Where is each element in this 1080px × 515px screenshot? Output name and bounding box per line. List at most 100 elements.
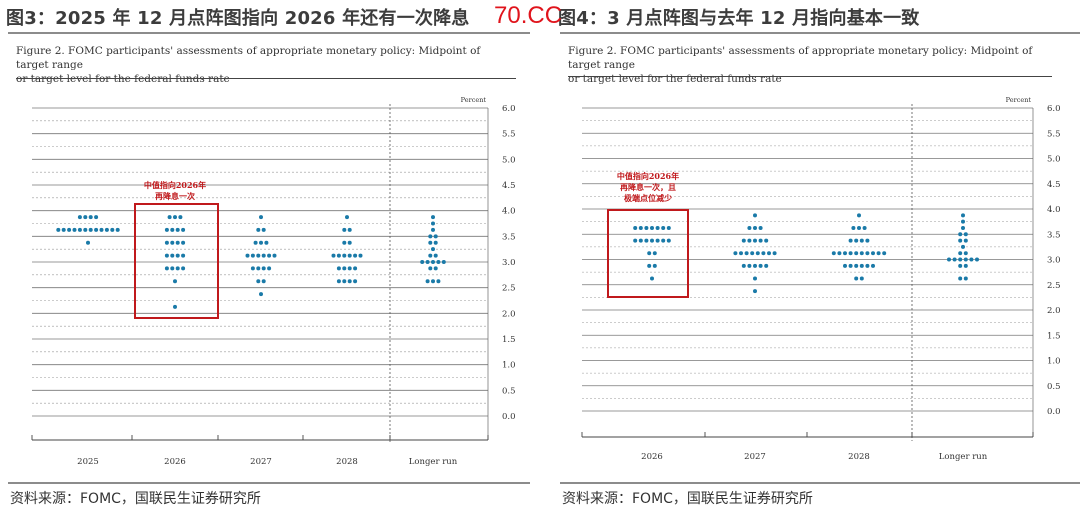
fomc-dot — [638, 238, 643, 243]
fomc-dot — [272, 253, 277, 258]
fomc-dot — [264, 240, 269, 245]
fomc-dot — [963, 238, 968, 243]
fomc-dot — [650, 238, 654, 243]
fomc-dot — [882, 251, 887, 256]
fomc-dot — [647, 251, 652, 256]
y-tick-label: 4.0 — [1047, 205, 1061, 215]
y-tick-label: 0.0 — [1047, 407, 1061, 417]
annotation-text: 中值指向2026年 — [617, 171, 679, 181]
x-category-label: 2028 — [336, 457, 358, 467]
panel-title: 图3：2025 年 12 月点阵图指向 2026 年还有一次降息 — [6, 8, 470, 29]
fomc-dot — [857, 225, 861, 230]
fomc-dot — [753, 263, 757, 268]
fomc-dot — [77, 227, 82, 232]
footer-rule — [8, 482, 530, 484]
fomc-dot — [347, 253, 352, 258]
fomc-dot — [181, 240, 186, 245]
y-tick-label: 6.0 — [1047, 104, 1061, 114]
fomc-dot — [862, 225, 867, 230]
fomc-dot — [267, 253, 272, 258]
fomc-dot — [170, 253, 175, 258]
fomc-dot — [88, 227, 93, 232]
fomc-dot — [181, 227, 186, 232]
fomc-dot — [961, 213, 965, 218]
fomc-dot — [871, 251, 875, 256]
fomc-dot — [431, 260, 435, 264]
fomc-dot — [342, 240, 347, 245]
fomc-dot — [164, 253, 169, 258]
y-tick-label: 2.5 — [1047, 281, 1061, 291]
y-tick-label: 0.5 — [1047, 382, 1061, 392]
fomc-dot — [963, 251, 968, 256]
fomc-dot — [947, 257, 951, 262]
fomc-dot — [347, 240, 352, 245]
fomc-dot — [655, 225, 660, 230]
fomc-dot — [958, 276, 963, 281]
fomc-dot — [164, 227, 169, 232]
fomc-dot — [644, 238, 649, 243]
dot-plot-chart: Percent 0.0 0.5 1.0 1.5 2.0 2.5 3.0 3.5 4.0 4.5 5.0… — [581, 96, 1061, 462]
fomc-dot — [747, 238, 752, 243]
fomc-dot — [94, 227, 99, 232]
x-category-label: 2028 — [848, 452, 870, 462]
unit-label: Percent — [1006, 96, 1032, 104]
fomc-dot — [331, 253, 336, 258]
fomc-dot — [958, 238, 963, 243]
fomc-dot — [441, 260, 446, 264]
fomc-dot — [175, 227, 180, 232]
fomc-dot — [167, 215, 172, 220]
fomc-dot — [428, 266, 433, 271]
fomc-dot — [94, 215, 99, 220]
fomc-dot — [336, 279, 341, 284]
fomc-dot — [854, 251, 859, 256]
fomc-dot — [83, 215, 88, 220]
y-tick-label: 6.0 — [502, 104, 516, 114]
fomc-dot — [175, 253, 180, 258]
y-tick-label: 2.5 — [502, 284, 516, 294]
y-tick-label: 4.5 — [1047, 180, 1061, 190]
fomc-dot — [342, 227, 347, 232]
fomc-dot — [345, 215, 349, 220]
annotation-text: 再降息一次，且 — [620, 182, 676, 192]
fomc-dot — [975, 257, 979, 262]
fomc-dot — [347, 266, 352, 271]
y-tick-label: 1.0 — [1047, 357, 1061, 367]
y-tick-label: 5.5 — [502, 130, 516, 140]
fomc-dot — [865, 251, 870, 256]
fomc-dot — [256, 253, 261, 258]
fomc-dot — [666, 238, 671, 243]
fomc-dot — [353, 253, 358, 258]
fomc-dot — [67, 227, 72, 232]
y-tick-label: 1.5 — [1047, 331, 1061, 341]
fomc-dot — [963, 263, 968, 268]
fomc-dot — [181, 266, 186, 271]
fomc-dot — [431, 279, 435, 284]
fomc-dot — [261, 266, 266, 271]
caption-line-1: Figure 2. FOMC participants' assessments… — [16, 45, 481, 71]
y-tick-label: 0.0 — [502, 412, 516, 422]
fomc-dot — [433, 234, 438, 239]
fomc-dot — [755, 251, 760, 256]
fomc-dot — [772, 251, 777, 256]
fomc-dot — [854, 238, 859, 243]
fomc-dot — [851, 225, 856, 230]
y-tick-label: 0.5 — [502, 386, 516, 396]
fomc-dot — [865, 238, 870, 243]
fomc-dot — [181, 253, 186, 258]
source-note: 资料来源：FOMC，国联民生证券研究所 — [10, 491, 261, 507]
fomc-dot — [958, 263, 963, 268]
fomc-dot — [267, 266, 272, 271]
fomc-dot — [744, 251, 749, 256]
x-category-label: 2026 — [641, 452, 663, 462]
fomc-dot — [655, 238, 660, 243]
caption-line-2: or target level for the federal funds ra… — [568, 73, 782, 85]
y-tick-label: 3.0 — [502, 258, 516, 268]
y-tick-label: 5.0 — [1047, 155, 1061, 165]
fomc-dot — [753, 213, 757, 218]
y-tick-label: 4.5 — [502, 181, 516, 191]
fomc-dot — [650, 276, 654, 281]
y-tick-label: 2.0 — [1047, 306, 1061, 316]
fomc-dot — [175, 266, 180, 271]
fomc-dot — [764, 263, 769, 268]
fomc-dot — [758, 238, 763, 243]
